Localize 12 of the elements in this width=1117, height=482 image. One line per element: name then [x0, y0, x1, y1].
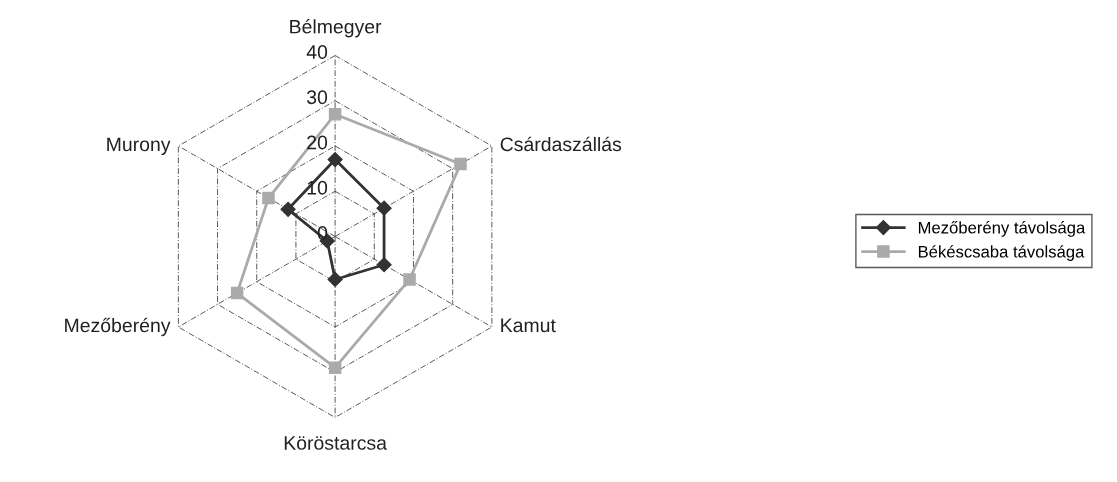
spoke-label: Bélmegyer: [290, 19, 382, 38]
legend-label: Békéscsaba távolsága: [918, 245, 1085, 261]
y-tick-label: 30: [306, 90, 328, 105]
y-tick-label: 10: [307, 180, 328, 195]
spoke-label: Köröstarcsa: [284, 436, 387, 450]
spoke-label: Murony: [107, 137, 171, 156]
y-tick-label: 20: [307, 135, 328, 150]
y-tick-label: 40: [306, 45, 328, 59]
spoke-label: Kamut: [501, 318, 556, 333]
spoke-label: Csárdaszállás: [500, 136, 622, 152]
legend-label: Mezőberény távolsága: [918, 221, 1086, 237]
spoke-label: Mezőberény: [65, 317, 171, 337]
